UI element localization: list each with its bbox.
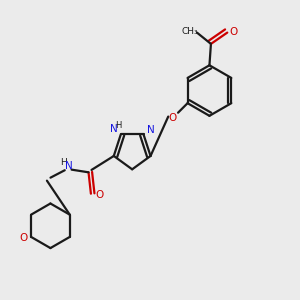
Text: O: O	[96, 190, 104, 200]
Text: H: H	[61, 158, 67, 167]
Text: N: N	[65, 161, 73, 171]
Text: H: H	[115, 121, 122, 130]
Text: O: O	[230, 27, 238, 37]
Text: O: O	[20, 233, 28, 243]
Text: CH₃: CH₃	[181, 27, 198, 36]
Text: O: O	[169, 113, 177, 123]
Text: N: N	[147, 125, 155, 135]
Text: N: N	[110, 124, 118, 134]
